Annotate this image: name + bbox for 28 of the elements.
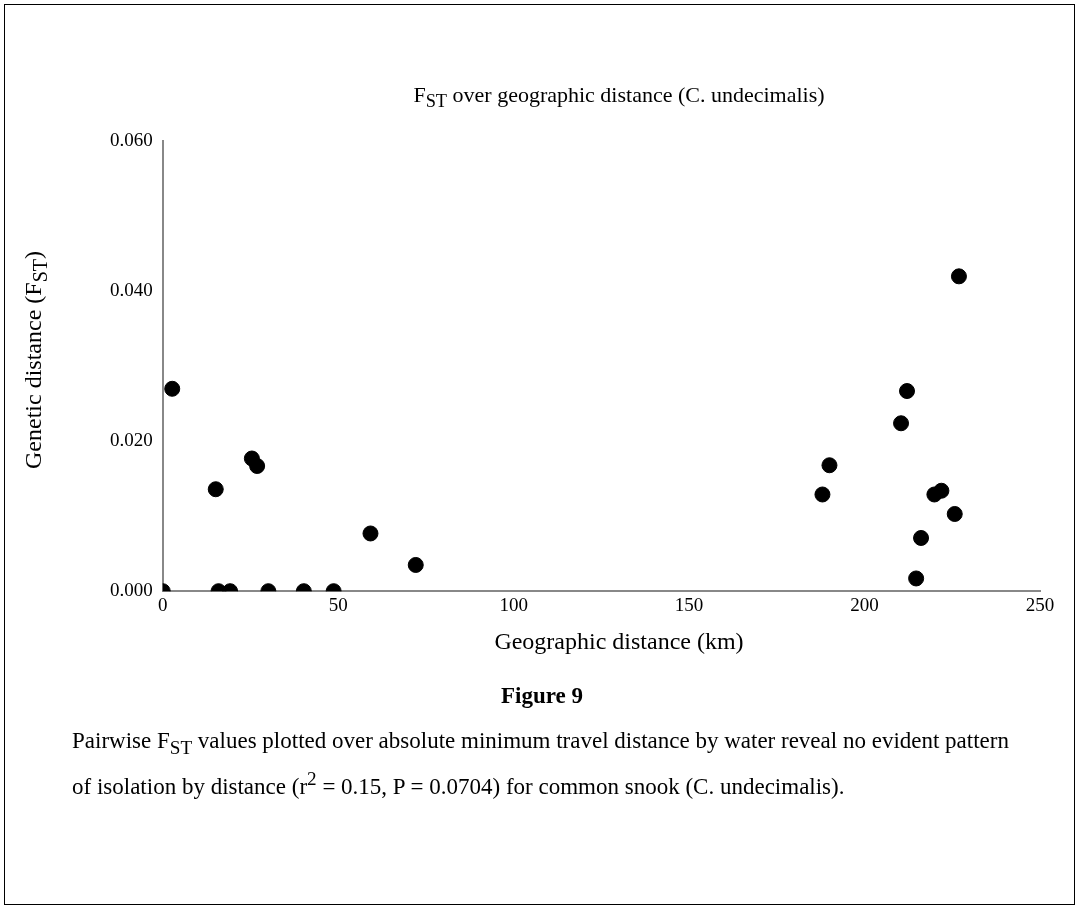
x-tick-label: 0 xyxy=(158,593,168,615)
x-tick-label: 100 xyxy=(499,593,528,615)
x-axis-title: Geographic distance (km) xyxy=(493,628,745,655)
point xyxy=(814,486,831,503)
y-tick-label: 0.000 xyxy=(110,579,153,601)
point xyxy=(821,457,838,474)
text: Pairwise F$_{ST}$ values plotted over absolute minimum travel distance by water reveal no evident pattern of isolation by distance (r$^{2}$ = 0.15, P = 0.0704) for common snook (C. undecimalis). xyxy=(72,727,1010,801)
point xyxy=(207,481,224,498)
x-tick-label: 250 xyxy=(1025,593,1055,615)
point xyxy=(893,415,910,432)
caption: Figure 9 xyxy=(500,682,584,710)
y-tick-label: 0.020 xyxy=(110,429,153,451)
point xyxy=(950,268,967,285)
x-tick-label: 200 xyxy=(850,593,879,615)
point xyxy=(899,383,916,400)
point xyxy=(407,556,424,573)
y-tick-label: 0.040 xyxy=(110,279,153,301)
point xyxy=(946,505,963,522)
chart-title: F$_{ST}$ over geographic distance (C. undecimalis) xyxy=(412,82,826,113)
point xyxy=(913,529,930,546)
x-tick-label: 50 xyxy=(328,593,348,615)
point xyxy=(362,525,379,542)
point xyxy=(164,380,181,397)
point xyxy=(249,458,266,475)
y-tick-label: 0.060 xyxy=(110,129,153,151)
x-tick-label: 150 xyxy=(674,593,704,615)
point xyxy=(933,482,950,499)
point xyxy=(908,570,925,587)
